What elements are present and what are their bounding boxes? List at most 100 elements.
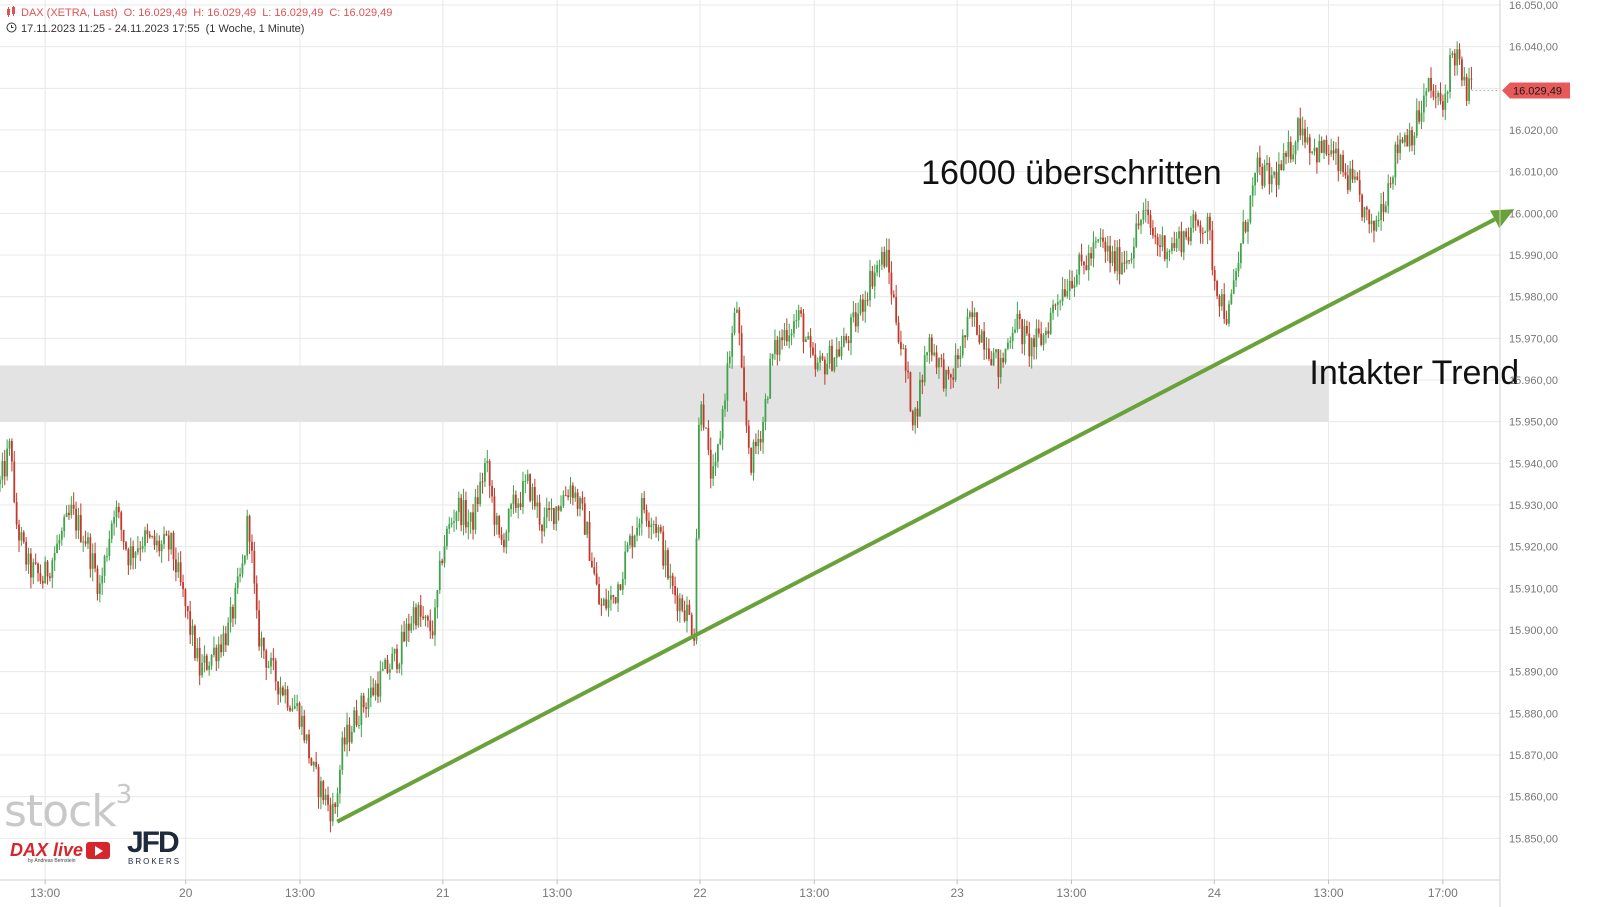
x-tick-label: 21 — [436, 886, 450, 900]
candle-body — [281, 687, 284, 696]
candle-body — [607, 599, 610, 609]
candle-body — [987, 348, 990, 360]
candle-body — [531, 487, 534, 501]
candle-body — [548, 508, 551, 511]
candle-body — [481, 481, 484, 483]
candle-body — [343, 737, 346, 745]
candle-body — [1446, 91, 1449, 94]
candle-body — [669, 575, 672, 579]
candle-body — [1434, 96, 1437, 98]
candle-body — [541, 524, 543, 532]
candle-body — [25, 541, 28, 565]
candle-body — [393, 648, 396, 654]
candle-body — [255, 583, 258, 611]
candle-body — [289, 707, 291, 711]
candle-body — [840, 346, 843, 357]
candle-body — [719, 438, 722, 445]
candle-body — [1370, 220, 1373, 225]
candle-body — [662, 531, 665, 566]
symbol-label: DAX (XETRA, Last) — [21, 7, 118, 19]
candle-body — [217, 644, 220, 662]
y-tick-label: 15.930,00 — [1509, 500, 1558, 512]
candle-body — [251, 541, 253, 551]
candle-body — [1361, 194, 1363, 218]
candle-body — [1382, 204, 1385, 213]
candle-body — [474, 497, 477, 530]
candle-body — [1396, 144, 1399, 154]
candle-body — [398, 664, 401, 670]
candle-body — [1049, 312, 1052, 334]
candle-body — [455, 512, 458, 522]
candle-body — [1135, 223, 1138, 247]
candle-body — [215, 647, 218, 662]
candle-body — [921, 379, 924, 383]
candle-body — [1437, 93, 1440, 97]
candle-body — [1432, 90, 1435, 97]
candle-body — [997, 349, 1000, 378]
candle-body — [738, 309, 741, 334]
candle-body — [1461, 59, 1463, 81]
candle-body — [139, 548, 142, 550]
candle-body — [664, 550, 667, 566]
candle-body — [360, 695, 363, 726]
candle-body — [930, 337, 933, 356]
candle-body — [208, 665, 211, 670]
candle-body — [194, 625, 196, 659]
candle-body — [1285, 153, 1287, 157]
candle-body — [1358, 180, 1361, 195]
candle-body — [293, 706, 296, 709]
annotation-text: 16000 überschritten — [921, 154, 1222, 192]
y-tick-label: 15.900,00 — [1509, 625, 1558, 637]
candle-body — [1365, 207, 1368, 210]
candle-body — [469, 512, 472, 522]
candle-body — [1045, 330, 1047, 336]
candle-body — [1368, 209, 1371, 225]
candle-body — [716, 444, 719, 462]
candle-body — [545, 508, 548, 518]
candle-body — [277, 681, 280, 695]
y-tick-label: 15.860,00 — [1509, 792, 1558, 804]
candle-body — [1123, 262, 1126, 264]
x-tick-label: 13:00 — [30, 886, 60, 900]
candle-body — [1318, 140, 1321, 163]
candle-body — [771, 353, 774, 359]
candle-body — [871, 270, 874, 287]
candle-body — [626, 544, 629, 552]
candle-body — [833, 357, 836, 371]
candle-body — [835, 349, 838, 358]
candle-body — [89, 537, 92, 569]
candle-body — [374, 683, 377, 696]
candle-body — [377, 683, 379, 697]
candle-body — [757, 438, 760, 447]
candle-body — [53, 553, 56, 561]
candle-body — [262, 637, 265, 651]
candle-body — [8, 440, 11, 449]
candle-body — [619, 584, 622, 590]
candle-body — [1187, 236, 1190, 242]
trend-line-stroke — [336, 217, 1496, 824]
candle-body — [992, 352, 995, 366]
candle-body — [1073, 284, 1076, 289]
zone-rect — [0, 365, 1329, 422]
candle-body — [296, 703, 299, 707]
candle-body — [346, 724, 348, 745]
candle-body — [412, 607, 415, 624]
candle-body — [1168, 251, 1171, 253]
candle-body — [700, 404, 703, 425]
candle-body — [752, 441, 755, 473]
candle-body — [1242, 221, 1245, 244]
candle-body — [1453, 53, 1456, 66]
candle-body — [538, 502, 541, 525]
candle-body — [1354, 176, 1356, 180]
candle-body — [1323, 139, 1325, 153]
candle-body — [175, 559, 177, 573]
candle-body — [415, 607, 417, 626]
candle-body — [976, 312, 978, 335]
candle-body — [1237, 263, 1240, 272]
y-tick-label: 15.880,00 — [1509, 708, 1558, 720]
y-tick-label: 16.020,00 — [1509, 125, 1558, 137]
candle-body — [1256, 157, 1259, 173]
candle-body — [1220, 294, 1223, 307]
candle-body — [790, 333, 793, 336]
